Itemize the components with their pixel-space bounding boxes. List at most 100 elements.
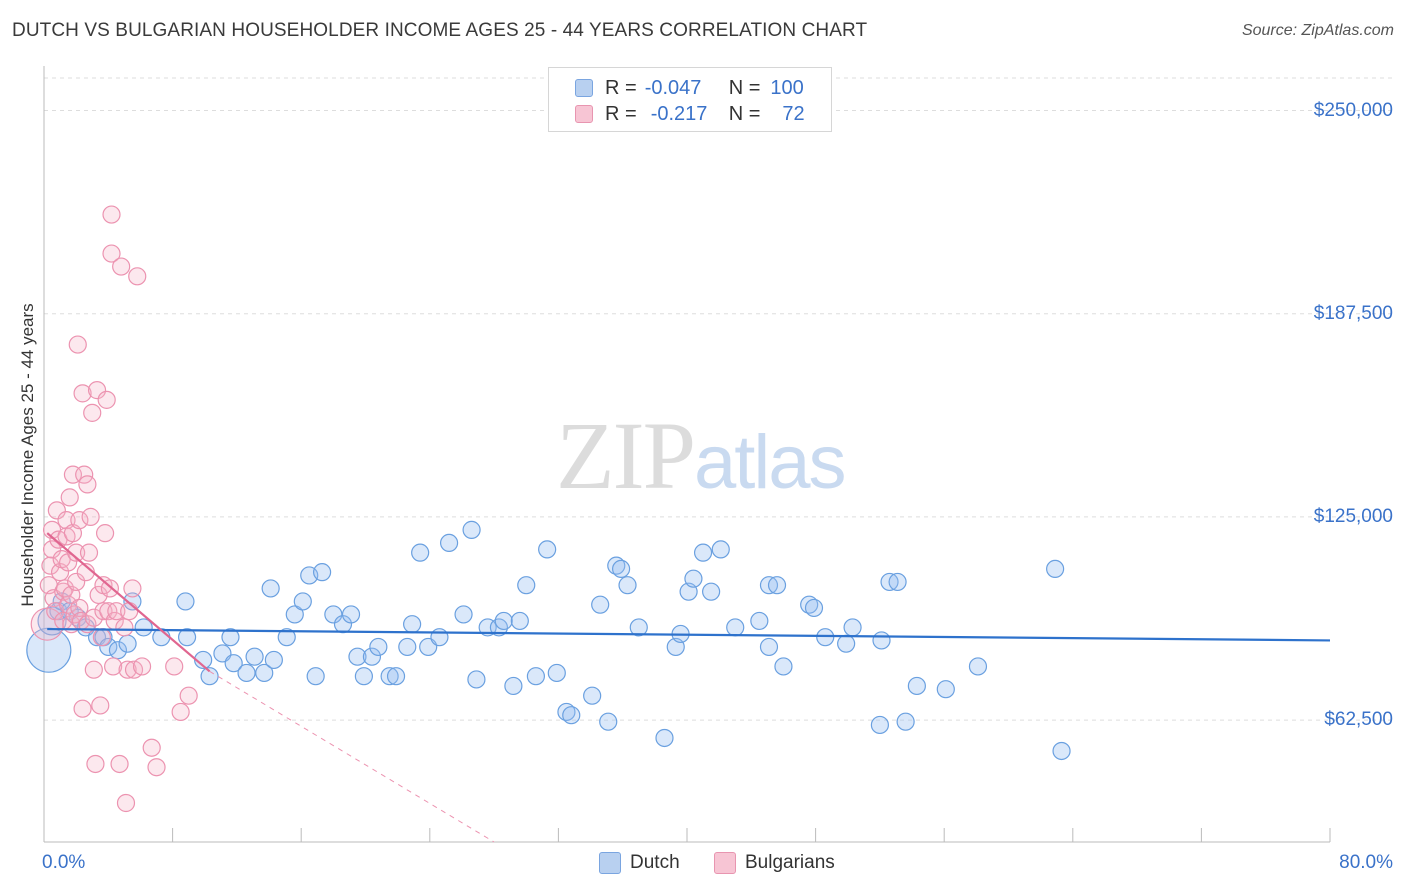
source-credit: Source: ZipAtlas.com	[1241, 22, 1394, 39]
legend-swatch-dutch	[575, 79, 593, 97]
dutch-point	[684, 569, 703, 588]
bulgarian-point	[112, 257, 131, 276]
bulgarian-point	[91, 696, 110, 715]
dutch-point	[123, 592, 142, 611]
bulgarian-point	[142, 738, 161, 757]
legend-label-dutch: Dutch	[630, 852, 680, 873]
dutch-point	[711, 540, 730, 559]
dutch-point	[702, 582, 721, 601]
dutch-point	[837, 634, 856, 653]
bulgarian-point	[70, 511, 89, 530]
dutch-point	[611, 559, 631, 579]
legend-n-value-dutch: 100	[770, 76, 804, 99]
dutch-point	[968, 657, 988, 676]
dutch-point	[843, 618, 862, 637]
dutch-point	[591, 595, 610, 614]
bulgarian-point	[116, 793, 136, 813]
dutch-point	[312, 563, 332, 582]
legend-row-dutch: R = -0.047 N = 100	[575, 76, 804, 100]
x-tick-max: 80.0%	[1339, 852, 1393, 873]
bulgarian-point	[102, 205, 121, 224]
bulgarian-point	[83, 403, 102, 422]
bulgarian-point	[68, 335, 87, 354]
legend-label-bulgarians: Bulgarians	[745, 852, 835, 873]
dutch-point	[693, 543, 713, 562]
bulgarian-point	[42, 540, 62, 559]
dutch-point	[557, 702, 576, 722]
legend-item-bulgarians[interactable]: Bulgarians	[714, 852, 835, 874]
bulgarian-point	[60, 488, 79, 507]
legend-swatch-bulgarians	[575, 105, 593, 123]
dutch-point	[599, 712, 618, 731]
dutch-point	[936, 680, 955, 699]
bulgarian-point	[107, 602, 126, 621]
dutch-point	[293, 592, 312, 611]
legend-r-value-bulgarians: -0.217	[650, 102, 708, 125]
legend-row-bulgarians: R = -0.217 N = 72	[575, 102, 805, 126]
dutch-point	[618, 576, 637, 595]
bulgarian-point	[67, 572, 86, 592]
dutch-point	[386, 667, 406, 686]
bulgarian-point	[115, 618, 134, 637]
dutch-point	[494, 611, 513, 631]
dutch-point	[177, 628, 197, 647]
dutch-point	[462, 520, 481, 539]
legend-r-label: R =	[605, 102, 637, 125]
dutch-point	[896, 712, 915, 731]
watermark-zip: ZIP	[556, 402, 696, 509]
dutch-point	[264, 650, 283, 670]
dutch-point	[759, 637, 779, 657]
bulgarian-point	[120, 602, 139, 621]
dutch-point	[1052, 741, 1071, 761]
dutch-point	[285, 605, 304, 624]
dutch-point	[245, 647, 264, 666]
bulgarian-point	[102, 244, 121, 263]
y-tick-label: $250,000	[1313, 99, 1393, 121]
bulgarian-point	[47, 501, 66, 520]
series-legend: Dutch Bulgarians	[0, 852, 1406, 878]
bulgarian-point	[118, 660, 137, 679]
dutch-point	[403, 615, 422, 634]
dutch-point	[774, 657, 793, 676]
dutch-point	[306, 667, 325, 686]
dutch-point	[118, 634, 137, 653]
dutch-point	[1046, 559, 1065, 579]
dutch-point	[176, 592, 195, 611]
bulgarian-point	[87, 381, 107, 400]
dutch-point	[380, 667, 399, 686]
dutch-point	[517, 576, 536, 595]
legend-swatch-bulgarians	[714, 852, 736, 874]
dutch-point	[547, 663, 566, 683]
bulgarian-point	[92, 628, 111, 647]
y-tick-label: $125,000	[1313, 505, 1393, 527]
dutch-point	[816, 628, 835, 647]
bulgarian-point	[104, 657, 123, 676]
dutch-point	[655, 728, 674, 748]
dutch-point	[261, 579, 280, 598]
bulgarian-point	[84, 660, 103, 679]
bulgarian-point	[132, 657, 152, 676]
bulgarian-point	[86, 754, 105, 774]
y-tick-label: $187,500	[1313, 302, 1393, 324]
y-tick-label: $62,500	[1324, 709, 1393, 731]
dutch-point	[872, 631, 891, 650]
dutch-point	[454, 605, 473, 624]
bulgarian-point	[78, 475, 97, 494]
dutch-point	[324, 605, 343, 624]
bulgarian-point	[171, 702, 190, 722]
legend-r-value-dutch: -0.047	[644, 76, 702, 99]
dutch-point	[255, 663, 274, 683]
dutch-point	[369, 637, 388, 657]
legend-item-dutch[interactable]: Dutch	[599, 852, 680, 874]
x-tick-min: 0.0%	[42, 852, 86, 873]
dutch-point	[526, 667, 545, 686]
bulgarian-trend-line	[46, 532, 211, 673]
chart-title: DUTCH VS BULGARIAN HOUSEHOLDER INCOME AG…	[12, 20, 868, 41]
dutch-point	[804, 598, 824, 618]
bulgarian-point	[67, 543, 86, 562]
bulgarian-point	[165, 657, 184, 676]
bulgarian-trend-extension	[209, 670, 495, 843]
dutch-point	[200, 667, 219, 686]
bulgarian-point	[110, 754, 129, 774]
dutch-point	[467, 670, 486, 689]
